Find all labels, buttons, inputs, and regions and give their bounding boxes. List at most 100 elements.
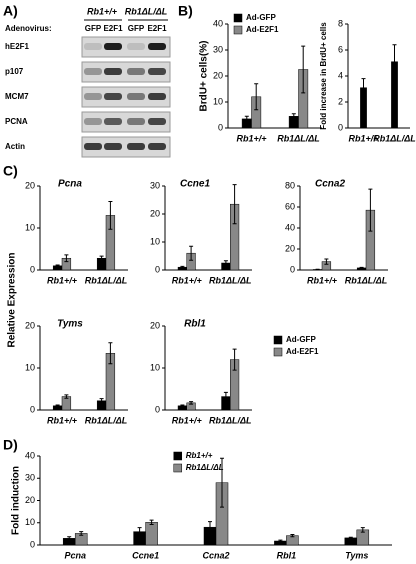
x-tick-label: Pcna <box>64 550 86 560</box>
y-axis-label: Fold increase in BrdU+ cells <box>319 22 328 130</box>
panel-label: A) <box>3 3 18 19</box>
y-tick-label: 0 <box>30 264 35 274</box>
y-tick-label: 20 <box>25 180 35 190</box>
legend-swatch <box>173 463 183 473</box>
blot-band <box>148 143 166 150</box>
y-tick-label: 10 <box>25 517 35 527</box>
y-tick-label: 60 <box>285 201 295 211</box>
x-tick-label: Rb1+/+ <box>47 275 78 285</box>
error-bar <box>189 245 194 261</box>
error-bar <box>348 536 353 540</box>
blot-band <box>84 68 102 75</box>
x-tick-label: Ccna2 <box>202 550 229 560</box>
blot-band <box>127 43 145 50</box>
y-tick-label: 20 <box>150 208 160 218</box>
error-bar <box>67 536 72 541</box>
y-tick-label: 0 <box>290 264 295 274</box>
panel-label: B) <box>178 3 193 19</box>
error-bar <box>180 404 185 408</box>
error-bar <box>189 401 194 405</box>
blot-row-label: MCM7 <box>5 92 29 101</box>
x-tick-label: Ccne1 <box>132 550 159 560</box>
blot-row-label: PCNA <box>5 117 28 126</box>
blot-band <box>127 118 145 125</box>
lane-label: E2F1 <box>103 24 123 33</box>
y-tick-label: 20 <box>25 320 35 330</box>
error-bar <box>149 519 154 526</box>
y-tick-label: 20 <box>150 320 160 330</box>
blot-band <box>127 143 145 150</box>
blot-band <box>84 118 102 125</box>
x-tick-label: Rb1ΔL/ΔL <box>85 415 128 425</box>
error-bar <box>223 391 228 402</box>
y-tick-label: 30 <box>25 473 35 483</box>
y-tick-label: 0 <box>338 122 343 132</box>
blot-band <box>127 93 145 100</box>
blot-band <box>84 93 102 100</box>
legend-label: Rb1ΔL/ΔL <box>186 463 224 472</box>
lane-label: GFP <box>128 24 145 33</box>
y-tick-label: 6 <box>338 44 343 54</box>
legend-label: Ad-E2F1 <box>246 25 279 34</box>
chart-title: Tyms <box>57 319 83 330</box>
x-tick-label: Rb1+/+ <box>47 415 78 425</box>
error-bar <box>55 264 60 268</box>
y-tick-label: 40 <box>213 18 223 28</box>
error-bar <box>180 265 185 269</box>
x-tick-label: Rb1ΔL/ΔL <box>209 275 252 285</box>
y-tick-label: 20 <box>285 243 295 253</box>
y-tick-label: 0 <box>155 404 160 414</box>
error-bar <box>55 404 60 408</box>
y-tick-label: 2 <box>338 96 343 106</box>
blot-band <box>104 93 122 100</box>
y-tick-label: 10 <box>213 96 223 106</box>
blot-band <box>104 143 122 150</box>
error-bar <box>244 115 249 122</box>
blot-band <box>148 93 166 100</box>
y-tick-label: 10 <box>25 362 35 372</box>
blot-panel <box>81 61 171 83</box>
y-tick-label: 0 <box>155 264 160 274</box>
error-bar <box>392 44 397 80</box>
y-tick-label: 40 <box>285 222 295 232</box>
blot-band <box>104 43 122 50</box>
chart-title: Rbl1 <box>184 319 206 330</box>
panel-label: C) <box>3 163 18 179</box>
error-bar <box>232 348 237 371</box>
x-tick-label: Rb1ΔL/ΔL <box>277 133 320 143</box>
legend-label: Ad-GFP <box>286 335 316 344</box>
x-tick-label: Rb1+/+ <box>348 133 379 143</box>
blot-band <box>104 68 122 75</box>
y-tick-label: 10 <box>25 222 35 232</box>
y-axis-label: Relative Expression <box>7 252 18 347</box>
x-tick-label: Rbl1 <box>277 550 297 560</box>
y-tick-label: 10 <box>150 362 160 372</box>
blot-band <box>104 118 122 125</box>
legend-label: Ad-E2F1 <box>286 347 319 356</box>
genotype-label: Rb1ΔL/ΔL <box>125 6 168 16</box>
x-tick-label: Rb1ΔL/ΔL <box>85 275 128 285</box>
legend-swatch <box>273 335 283 345</box>
y-tick-label: 10 <box>150 236 160 246</box>
y-tick-label: 20 <box>25 495 35 505</box>
x-tick-label: Tyms <box>345 550 368 560</box>
blot-panel <box>81 136 171 158</box>
error-bar <box>324 258 329 265</box>
legend-swatch <box>173 451 183 461</box>
chart-title: Ccne1 <box>180 179 210 190</box>
y-tick-label: 30 <box>213 44 223 54</box>
y-tick-label: 0 <box>30 404 35 414</box>
error-bar <box>254 83 259 111</box>
error-bar <box>64 394 69 399</box>
x-tick-label: Rb1+/+ <box>307 275 338 285</box>
panel-label: D) <box>3 437 18 453</box>
error-bar <box>359 266 364 269</box>
error-bar <box>290 534 295 538</box>
blot-band <box>148 118 166 125</box>
error-bar <box>368 188 373 232</box>
x-tick-label: Rb1ΔL/ΔL <box>209 415 252 425</box>
error-bar <box>278 539 283 543</box>
bar <box>145 522 158 546</box>
error-bar <box>220 457 224 508</box>
